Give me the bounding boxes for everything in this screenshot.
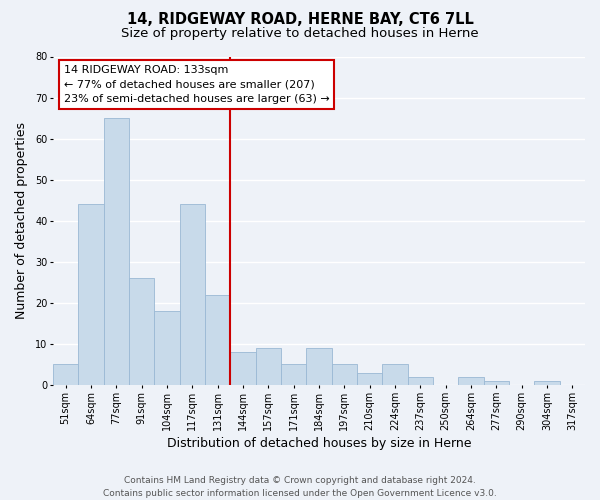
Bar xyxy=(458,377,484,385)
Bar xyxy=(535,381,560,385)
Text: Contains HM Land Registry data © Crown copyright and database right 2024.
Contai: Contains HM Land Registry data © Crown c… xyxy=(103,476,497,498)
Text: 14 RIDGEWAY ROAD: 133sqm
← 77% of detached houses are smaller (207)
23% of semi-: 14 RIDGEWAY ROAD: 133sqm ← 77% of detach… xyxy=(64,64,329,104)
Text: 14, RIDGEWAY ROAD, HERNE BAY, CT6 7LL: 14, RIDGEWAY ROAD, HERNE BAY, CT6 7LL xyxy=(127,12,473,28)
X-axis label: Distribution of detached houses by size in Herne: Distribution of detached houses by size … xyxy=(167,437,471,450)
Bar xyxy=(484,381,509,385)
Bar xyxy=(179,204,205,385)
Bar xyxy=(154,311,179,385)
Bar xyxy=(230,352,256,385)
Bar xyxy=(104,118,129,385)
Y-axis label: Number of detached properties: Number of detached properties xyxy=(15,122,28,320)
Bar xyxy=(407,377,433,385)
Bar xyxy=(53,364,78,385)
Bar xyxy=(256,348,281,385)
Bar xyxy=(332,364,357,385)
Bar xyxy=(382,364,407,385)
Bar xyxy=(281,364,306,385)
Bar xyxy=(357,372,382,385)
Bar xyxy=(306,348,332,385)
Text: Size of property relative to detached houses in Herne: Size of property relative to detached ho… xyxy=(121,28,479,40)
Bar xyxy=(78,204,104,385)
Bar xyxy=(129,278,154,385)
Bar xyxy=(205,294,230,385)
